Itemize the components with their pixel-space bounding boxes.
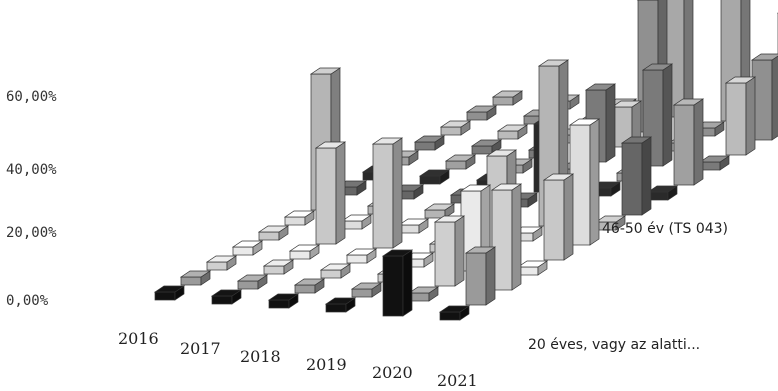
bar-2020-s0 — [381, 249, 414, 317]
bar-2019-s1 — [350, 282, 383, 298]
bar-2021-s0 — [438, 305, 471, 321]
x-tick-label: 2018 — [240, 347, 281, 366]
bar-2018-s5 — [397, 218, 430, 234]
bar-2018-s3 — [345, 248, 378, 264]
bar-2018-s2 — [319, 263, 352, 279]
bar-grid — [153, 0, 778, 321]
bar-2016-s1 — [179, 270, 212, 286]
bar-2021-s2 — [490, 183, 523, 291]
bar-2016-s12 — [465, 105, 498, 121]
series-labels: 20 éves, vagy az alatti... 46-50 év (TS 0… — [528, 221, 728, 353]
bar-2021-s9 — [672, 98, 705, 186]
bar-2021-s3 — [516, 260, 549, 276]
bar-2016-s0 — [153, 285, 186, 301]
x-tick-label: 2017 — [180, 339, 221, 358]
bar-2021-s11 — [724, 76, 757, 156]
bar-2017-s4 — [314, 141, 347, 245]
bar-2018-s0 — [267, 293, 300, 309]
bar-2017-s0 — [210, 289, 243, 305]
bar-2016-s2 — [205, 255, 238, 271]
bar-2017-s5 — [340, 214, 373, 230]
x-tick-label: 2021 — [437, 371, 478, 390]
bar-2021-s1 — [464, 246, 497, 306]
x-tick-label: 2020 — [372, 363, 413, 382]
bar-2019-s0 — [324, 297, 357, 313]
y-tick-label: 60,00% — [6, 89, 57, 105]
bar-2016-s5 — [283, 210, 316, 226]
bar-2017-s3 — [288, 244, 321, 260]
bar-2021-s10 — [698, 155, 731, 171]
bar-2020-s2 — [433, 215, 466, 287]
series-label: 46-50 év (TS 043) — [602, 221, 728, 237]
series-label: 20 éves, vagy az alatti... — [528, 337, 700, 353]
bar-2017-s10 — [470, 139, 503, 155]
bar-2021-s7 — [620, 136, 653, 216]
bar-2018-s4 — [371, 137, 404, 249]
bar-2017-s9 — [444, 154, 477, 170]
y-axis-labels: 60,00% 40,00% 20,00% 0,00% — [6, 89, 57, 309]
bar-2017-s8 — [418, 169, 451, 185]
x-axis-labels: 2016 2017 2018 2019 2020 2021 — [118, 329, 478, 390]
bar-2016-s4 — [257, 225, 290, 241]
bar-2017-s1 — [236, 274, 269, 290]
bar-2021-s12 — [750, 53, 778, 141]
bar-2021-s4 — [542, 173, 575, 261]
bar-2016-s13 — [491, 90, 524, 106]
bar-2018-s1 — [293, 278, 326, 294]
bar-2016-s11 — [439, 120, 472, 136]
bar-2016-s10 — [413, 135, 446, 151]
bar-2018-s6 — [423, 203, 456, 219]
bar-2017-s11 — [496, 124, 529, 140]
y-tick-label: 0,00% — [6, 293, 49, 309]
bar-2020-s1 — [407, 286, 440, 302]
x-tick-label: 2016 — [118, 329, 159, 348]
bar-2021-s8 — [646, 185, 679, 201]
x-tick-label: 2019 — [306, 355, 347, 374]
bar-2021-s6 — [594, 215, 627, 231]
y-tick-label: 20,00% — [6, 225, 57, 241]
bar-2017-s2 — [262, 259, 295, 275]
bar-2021-s5 — [568, 118, 601, 246]
bar-2016-s3 — [231, 240, 264, 256]
y-tick-label: 40,00% — [6, 162, 57, 178]
bar-2019-s11 — [610, 100, 643, 148]
